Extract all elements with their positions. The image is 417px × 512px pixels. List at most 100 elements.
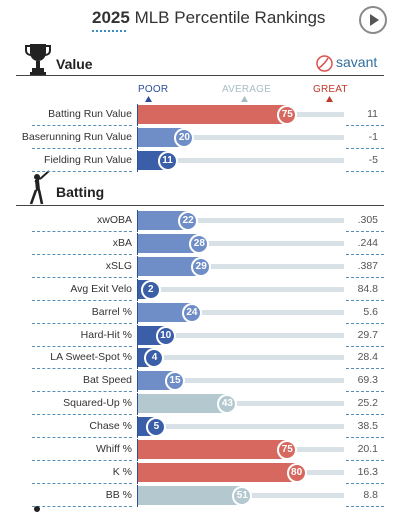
- metric-value: 25.2: [357, 397, 378, 410]
- percentile-row[interactable]: Bat Speed 15 69.3: [16, 370, 384, 393]
- value-separator: [346, 125, 384, 126]
- metric-label: Whiff %: [96, 443, 132, 455]
- row-separator: [32, 170, 132, 172]
- value-separator: [346, 414, 384, 416]
- metric-label: BB %: [105, 488, 132, 501]
- percentile-badge: 22: [178, 211, 199, 231]
- row-separator: [32, 505, 132, 507]
- title-text: MLB Percentile Rankings: [134, 8, 326, 27]
- percentile-track: [137, 286, 344, 292]
- percentile-track: [137, 218, 344, 223]
- scale-poor-label: POOR: [138, 84, 169, 95]
- percentile-track: [137, 401, 344, 407]
- metric-value: 69.3: [357, 374, 378, 387]
- percentile-row[interactable]: Squared-Up % 43 25.2: [16, 393, 384, 416]
- percentile-badge: 2: [140, 279, 161, 300]
- percentile-badge: 4: [144, 348, 165, 369]
- percentile-badge: 29: [191, 256, 212, 277]
- metric-label: Squared-Up %: [63, 397, 132, 410]
- percentile-bar: [137, 105, 288, 124]
- metric-label: Avg Exit Velo: [70, 282, 132, 295]
- axis-line: [137, 393, 138, 416]
- axis-line: [137, 484, 138, 507]
- play-icon: [370, 14, 379, 26]
- value-separator: [346, 437, 384, 439]
- percentile-row[interactable]: xBA 28 .244: [16, 232, 384, 255]
- metric-value: 16.3: [357, 465, 378, 478]
- metric-value: .305: [357, 214, 378, 226]
- axis-line: [137, 255, 138, 278]
- section-divider: [16, 205, 384, 206]
- axis-line: [137, 104, 138, 126]
- percentile-row[interactable]: Avg Exit Velo 2 84.8: [16, 278, 384, 301]
- row-separator: [32, 253, 132, 255]
- metric-value: .244: [357, 236, 378, 249]
- percentile-bar: [137, 127, 185, 147]
- title-year: 2025: [92, 8, 130, 27]
- metric-value: 38.5: [357, 420, 378, 433]
- percentile-badge: 43: [217, 394, 238, 415]
- axis-line: [137, 370, 138, 393]
- value-separator: [346, 368, 384, 370]
- row-separator: [32, 414, 132, 416]
- percentile-badge: 11: [157, 150, 178, 171]
- value-separator: [346, 460, 384, 461]
- percentile-row[interactable]: LA Sweet-Spot % 4 28.4: [16, 347, 384, 370]
- row-separator: [32, 147, 132, 149]
- percentile-row[interactable]: Baserunning Run Value 20 -1: [16, 126, 384, 149]
- metric-value: 29.7: [357, 328, 378, 341]
- percentile-row[interactable]: Hard-Hit % 10 29.7: [16, 324, 384, 347]
- percentile-bar: [137, 302, 192, 322]
- batter-icon: [29, 170, 50, 205]
- percentile-track: [137, 378, 344, 384]
- percentile-bar: [137, 462, 297, 482]
- next-section-icon: [34, 506, 40, 512]
- percentile-track: [137, 240, 344, 246]
- percentile-row[interactable]: Whiff % 75 20.1: [16, 439, 384, 461]
- percentile-row[interactable]: BB % 51 8.8: [16, 484, 384, 507]
- percentile-badge: 24: [181, 302, 202, 323]
- metric-value: 5.6: [363, 305, 378, 318]
- percentile-track: [137, 157, 344, 163]
- axis-line: [137, 439, 138, 461]
- value-separator: [346, 345, 384, 347]
- metric-label: K %: [112, 465, 132, 478]
- value-separator: [346, 482, 384, 484]
- percentile-row[interactable]: xwOBA 22 .305: [16, 210, 384, 232]
- section-title-batting: Batting: [56, 184, 105, 200]
- percentile-badge: 15: [165, 371, 186, 392]
- row-separator: [32, 125, 132, 126]
- row-separator: [32, 345, 132, 347]
- section-header-batting: Batting: [16, 170, 384, 208]
- percentile-row[interactable]: Fielding Run Value 11 -5: [16, 149, 384, 172]
- metric-label: Fielding Run Value: [44, 153, 132, 166]
- percentile-track: [137, 134, 344, 140]
- percentile-badge: 28: [189, 233, 210, 254]
- percentile-badge: 5: [146, 417, 167, 438]
- percentile-row[interactable]: Batting Run Value 75 11: [16, 104, 384, 126]
- percentile-row[interactable]: Chase % 5 38.5: [16, 416, 384, 439]
- savant-ball-icon: [316, 55, 333, 72]
- row-separator: [32, 368, 132, 370]
- axis-line: [137, 347, 138, 370]
- row-separator: [32, 276, 132, 278]
- percentile-badge: 20: [174, 127, 195, 148]
- poor-marker-icon: [145, 96, 152, 102]
- value-separator: [346, 147, 384, 149]
- metric-value: 11: [367, 108, 378, 120]
- scale-average-label: AVERAGE: [222, 84, 272, 95]
- percentile-row[interactable]: xSLG 29 .387: [16, 255, 384, 278]
- percentile-track: [137, 309, 344, 315]
- axis-line: [137, 324, 138, 347]
- value-separator: [346, 322, 384, 324]
- row-separator: [32, 437, 132, 439]
- axis-line: [137, 301, 138, 324]
- percentile-row[interactable]: K % 80 16.3: [16, 461, 384, 484]
- value-separator: [346, 299, 384, 301]
- metric-value: -1: [368, 130, 378, 143]
- metric-label: Barrel %: [91, 305, 132, 318]
- percentile-row[interactable]: Barrel % 24 5.6: [16, 301, 384, 324]
- percentile-bar: [137, 394, 228, 414]
- metric-value: .387: [357, 259, 378, 272]
- play-button[interactable]: [359, 6, 387, 34]
